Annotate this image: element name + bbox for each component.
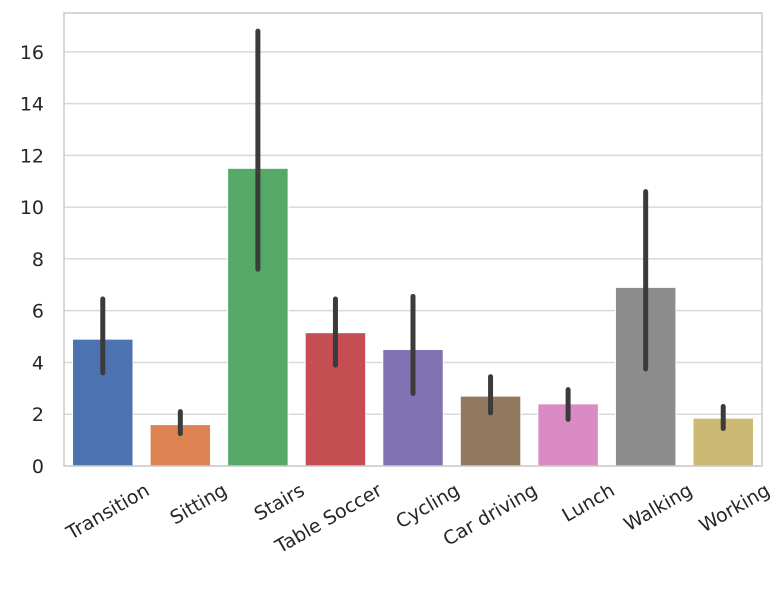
y-tick-label: 12 bbox=[20, 145, 44, 167]
y-tick-label: 10 bbox=[20, 197, 44, 219]
x-tick-label: Sitting bbox=[166, 479, 230, 529]
y-tick-label: 2 bbox=[32, 404, 44, 426]
y-tick-label: 4 bbox=[32, 352, 44, 374]
y-tick-label: 6 bbox=[32, 301, 44, 323]
plot-frame bbox=[63, 12, 763, 467]
y-tick-label: 0 bbox=[32, 456, 44, 478]
error-bars bbox=[100, 28, 726, 437]
y-axis-ticks: 0 2 4 6 8 10 12 14 16 bbox=[20, 42, 44, 478]
y-tick-label: 14 bbox=[20, 94, 44, 116]
y-tick-label: 16 bbox=[20, 42, 44, 64]
x-tick-label: Stairs bbox=[250, 479, 308, 525]
x-tick-label: Walking bbox=[620, 479, 696, 535]
y-tick-label: 8 bbox=[32, 249, 44, 271]
x-tick-label: Transition bbox=[62, 479, 153, 544]
x-tick-label: Lunch bbox=[558, 479, 618, 526]
x-tick-label: Working bbox=[696, 479, 774, 537]
